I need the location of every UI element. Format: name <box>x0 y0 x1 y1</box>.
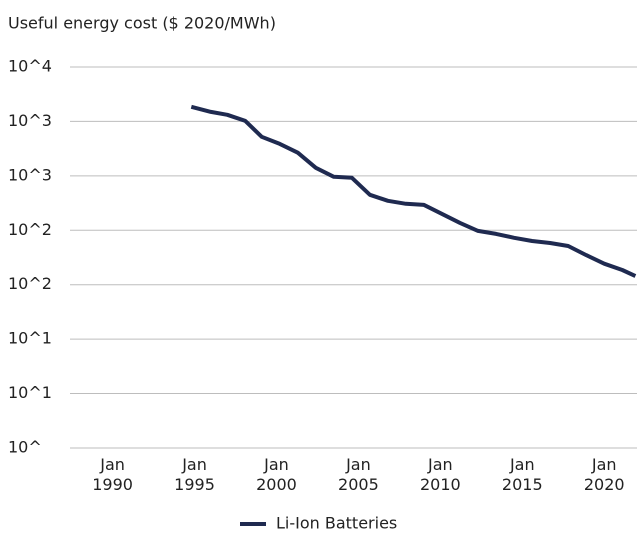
legend-label: Li-Ion Batteries <box>276 514 397 533</box>
x-tick-label: Jan 2010 <box>420 455 461 494</box>
x-tick-label: Jan 1995 <box>174 455 215 494</box>
y-tick-label: 10^3 <box>8 111 52 130</box>
y-tick-label: 10^2 <box>8 220 52 239</box>
y-tick-label: 10^1 <box>8 383 52 402</box>
y-tick-label: 10^2 <box>8 274 52 293</box>
x-tick-label: Jan 2020 <box>584 455 625 494</box>
series-line <box>190 104 637 278</box>
chart-title: Useful energy cost ($ 2020/MWh) <box>8 14 276 33</box>
y-tick-label: 10^4 <box>8 57 52 76</box>
x-tick-label: Jan 2005 <box>338 455 379 494</box>
y-tick-label: 10^ <box>8 438 42 457</box>
y-tick-label: 10^3 <box>8 165 52 184</box>
x-tick-label: Jan 2000 <box>256 455 297 494</box>
x-tick-label: Jan 1990 <box>92 455 133 494</box>
y-tick-label: 10^1 <box>8 329 52 348</box>
x-tick-label: Jan 2015 <box>502 455 543 494</box>
